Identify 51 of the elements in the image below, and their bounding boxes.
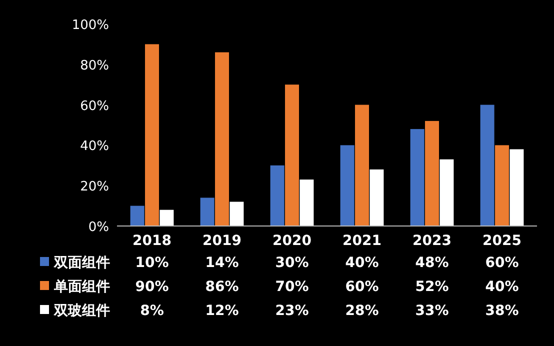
y-tick-label: 0% [88, 220, 109, 235]
bar [285, 84, 299, 226]
bar [410, 129, 424, 226]
data-label: 8% [140, 303, 164, 319]
data-label: 90% [135, 279, 169, 295]
bar [160, 210, 174, 226]
bar [495, 145, 509, 226]
bar [355, 104, 369, 226]
bar [425, 120, 439, 226]
data-label: 28% [345, 303, 379, 319]
bar [510, 149, 524, 226]
data-label: 12% [205, 303, 239, 319]
legend-label: 单面组件 [53, 279, 110, 295]
data-label: 40% [485, 279, 519, 295]
x-tick-label: 2018 [132, 233, 172, 249]
data-label: 23% [275, 303, 309, 319]
y-tick-label: 100% [72, 18, 109, 33]
data-label: 60% [485, 255, 519, 271]
bar [440, 159, 454, 226]
bar [145, 44, 159, 226]
data-label: 52% [415, 279, 449, 295]
bar [130, 206, 144, 226]
data-label: 33% [415, 303, 449, 319]
data-label: 10% [135, 255, 169, 271]
data-label: 48% [415, 255, 449, 271]
bar [230, 202, 244, 226]
legend-label: 双面组件 [53, 255, 110, 271]
bar [370, 169, 384, 226]
data-label: 86% [205, 279, 239, 295]
x-tick-label: 2019 [202, 233, 242, 249]
bar [200, 198, 214, 226]
bar [215, 52, 229, 226]
y-tick-label: 40% [80, 139, 109, 154]
data-label: 14% [205, 255, 239, 271]
y-tick-label: 20% [80, 180, 109, 195]
data-label: 38% [485, 303, 519, 319]
x-tick-label: 2020 [272, 233, 312, 249]
bar [300, 180, 314, 226]
data-label: 40% [345, 255, 379, 271]
data-label: 60% [345, 279, 379, 295]
bar [480, 104, 494, 226]
y-tick-label: 80% [80, 58, 109, 74]
legend-label: 双玻组件 [53, 303, 110, 319]
x-tick-label: 2021 [342, 233, 382, 249]
bar [340, 145, 354, 226]
bar [270, 165, 284, 226]
y-tick-label: 60% [80, 98, 109, 114]
x-tick-label: 2025 [482, 233, 522, 249]
data-label: 70% [275, 279, 309, 295]
x-tick-label: 2023 [412, 233, 452, 249]
data-label: 30% [275, 255, 309, 271]
